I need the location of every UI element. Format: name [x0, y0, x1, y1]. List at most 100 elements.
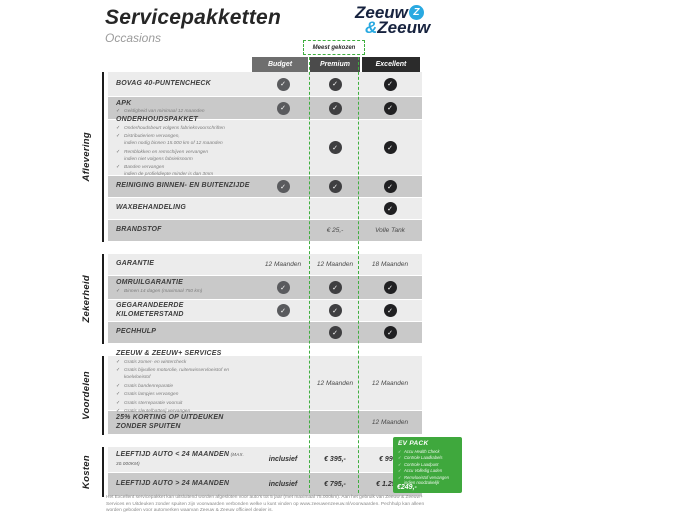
row-label: LEEFTIJD AUTO < 24 MAANDEN (MAX. 30.000K… — [108, 447, 254, 472]
cell-value: Volle Tank — [375, 227, 405, 234]
check-mark-icon: ✓ — [116, 165, 121, 171]
cell-excellent: ✓ — [358, 198, 422, 219]
bullet-text: Onderhoudsbeurt volgens fabrieksvoorschr… — [124, 125, 225, 131]
page-title: Servicepakketten — [105, 6, 281, 29]
row-label: REINIGING BINNEN- EN BUITENZIJDE — [108, 176, 254, 197]
bullet-text: Gratis bandenreparatie — [124, 383, 174, 389]
cell-budget: ✓ — [254, 97, 312, 119]
bullet-text: Controle Laadpunt — [404, 461, 439, 467]
check-icon: ✓ — [276, 101, 290, 115]
row-title: 25% KORTING OP UITDEUKEN ZONDER SPUITEN — [116, 414, 224, 430]
cell-value: inclusief — [268, 456, 298, 463]
check-icon: ✓ — [328, 77, 342, 91]
cell-value: 12 Maanden — [316, 379, 354, 387]
check-mark-icon: ✓ — [116, 409, 121, 415]
brand-logo: Zeeuw Z &Zeeuw — [355, 4, 430, 36]
check-mark-icon: ✓ — [116, 134, 121, 140]
check-mark-icon: ✓ — [116, 149, 121, 155]
check-icon: ✓ — [276, 180, 290, 193]
cell-budget: ✓ — [254, 176, 312, 197]
most-chosen-badge: Meest gekozen — [303, 40, 365, 55]
section-label: Zekerheid — [70, 254, 104, 344]
cell-premium: € 795,- — [312, 473, 358, 496]
row-title: REINIGING BINNEN- EN BUITENZIJDE — [116, 182, 250, 190]
cell-excellent: € 1.295,- — [358, 473, 422, 496]
row-label: ZEEUW & ZEEUW+ SERVICES ✓ Gratis zomer- en… — [108, 350, 254, 414]
check-mark-icon: ✓ — [398, 449, 402, 454]
cell-excellent: ✓ — [358, 72, 422, 96]
cell-value: 12 Maanden — [264, 261, 302, 268]
bullet-item: ✓ Accu Volledig Laden — [398, 468, 459, 474]
cell-excellent: 12 Maanden — [358, 411, 422, 434]
cell-value: inclusief — [268, 481, 298, 488]
cell-value: € 395,- — [324, 456, 346, 463]
row-title: GARANTIE — [116, 260, 155, 268]
row-label: GARANTIE — [108, 254, 254, 275]
bullet-item: ✓ Gratis sterreparatie voorruit — [116, 401, 250, 408]
table-row: LEEFTIJD AUTO > 24 MAANDEN inclusief € 795… — [108, 473, 422, 496]
cell-premium: ✓ — [312, 97, 358, 119]
check-mark-icon: ✓ — [398, 474, 402, 480]
table-row: APK ✓ Geldigheid van minimaal 12 maanden ✓ ✓… — [108, 97, 422, 119]
row-label: BOVAG 40-PUNTENCHECK — [108, 72, 254, 96]
check-icon: ✓ — [276, 281, 290, 294]
cell-premium: ✓ — [312, 72, 358, 96]
cell-premium: ✓ — [312, 120, 358, 175]
footer-disclaimer: Het Excellent servicepakket kan uitsluit… — [106, 495, 425, 514]
row-label: ONDERHOUDSPAKKET ✓ Onderhoudsbeurt volgens… — [108, 116, 254, 177]
cell-value: 18 Maanden — [371, 261, 409, 268]
table-row: 25% KORTING OP UITDEUKEN ZONDER SPUITEN 1… — [108, 411, 422, 434]
title-block: Servicepakketten Occasions — [105, 6, 281, 45]
column-header-excellent: Excellent — [362, 57, 420, 72]
row-title: LEEFTIJD AUTO < 24 MAANDEN (MAX. 30.000K… — [116, 451, 245, 466]
cell-budget: inclusief — [254, 473, 312, 496]
cell-premium: ✓ — [312, 176, 358, 197]
bullet-text: Remblokken en remschijven vervangen indie… — [124, 149, 208, 162]
cell-excellent: € 995,- — [358, 447, 422, 472]
ev-pack-card: EV PACK ✓ Accu Health Check ✓ Controle Laad… — [393, 437, 462, 493]
logo-line2: &Zeeuw — [365, 19, 430, 36]
cell-premium: 12 Maanden — [312, 254, 358, 275]
section-label-text: Kosten — [80, 455, 92, 489]
bullet-item: ✓ Onderhoudsbeurt volgens fabrieksvoorsch… — [116, 126, 250, 133]
bullet-item: ✓ Geldigheid van minimaal 12 maanden — [116, 109, 250, 116]
bullet-text: Gratis sleutelbatterij vervangen — [124, 409, 191, 415]
bullet-item: ✓ Controle Laadpunt — [398, 462, 459, 468]
bullet-item: ✓ Gratis bijvullen motorolie, ruitenwisse… — [116, 368, 250, 382]
check-icon: ✓ — [383, 304, 397, 317]
cell-budget — [254, 356, 312, 410]
cell-excellent: ✓ — [358, 322, 422, 343]
check-icon: ✓ — [276, 77, 290, 91]
check-icon: ✓ — [383, 202, 397, 215]
check-mark-icon: ✓ — [116, 359, 121, 365]
cell-excellent: ✓ — [358, 276, 422, 299]
cell-premium: ✓ — [312, 300, 358, 321]
cell-premium — [312, 198, 358, 219]
section-label-text: Aflevering — [80, 132, 92, 182]
bullet-item: ✓ Gratis bandenreparatie — [116, 384, 250, 391]
row-title: ONDERHOUDSPAKKET — [116, 115, 199, 123]
bullet-item: ✓ Accu Health Check — [398, 449, 459, 455]
check-icon: ✓ — [383, 141, 397, 154]
bullet-text: Geldigheid van minimaal 12 maanden — [124, 109, 205, 115]
check-mark-icon: ✓ — [398, 455, 402, 461]
bullet-text: Remvloeistof vervangen indien noodzakelij… — [404, 474, 449, 486]
bullet-item: ✓ Binnen 14 dagen (maximaal 750 km) — [116, 289, 250, 296]
check-mark-icon: ✓ — [398, 461, 402, 467]
bullet-item: ✓ Controle Laadkabels — [398, 455, 459, 461]
row-title: PECHHULP — [116, 328, 157, 336]
bullet-item: ✓ Distributieriem vervangen, indien nodig … — [116, 134, 250, 148]
cell-budget — [254, 120, 312, 175]
cell-budget — [254, 322, 312, 343]
table-row: BOVAG 40-PUNTENCHECK ✓ ✓ ✓ — [108, 72, 422, 96]
cell-premium — [312, 411, 358, 434]
cell-premium: € 395,- — [312, 447, 358, 472]
row-title: OMRUILGARANTIE — [116, 279, 183, 287]
check-icon: ✓ — [328, 101, 342, 115]
check-mark-icon: ✓ — [116, 400, 121, 406]
check-mark-icon: ✓ — [116, 383, 121, 389]
logo-z-icon: Z — [408, 5, 424, 20]
cell-excellent: 12 Maanden — [358, 356, 422, 410]
cell-excellent: 18 Maanden — [358, 254, 422, 275]
check-icon: ✓ — [328, 304, 342, 317]
